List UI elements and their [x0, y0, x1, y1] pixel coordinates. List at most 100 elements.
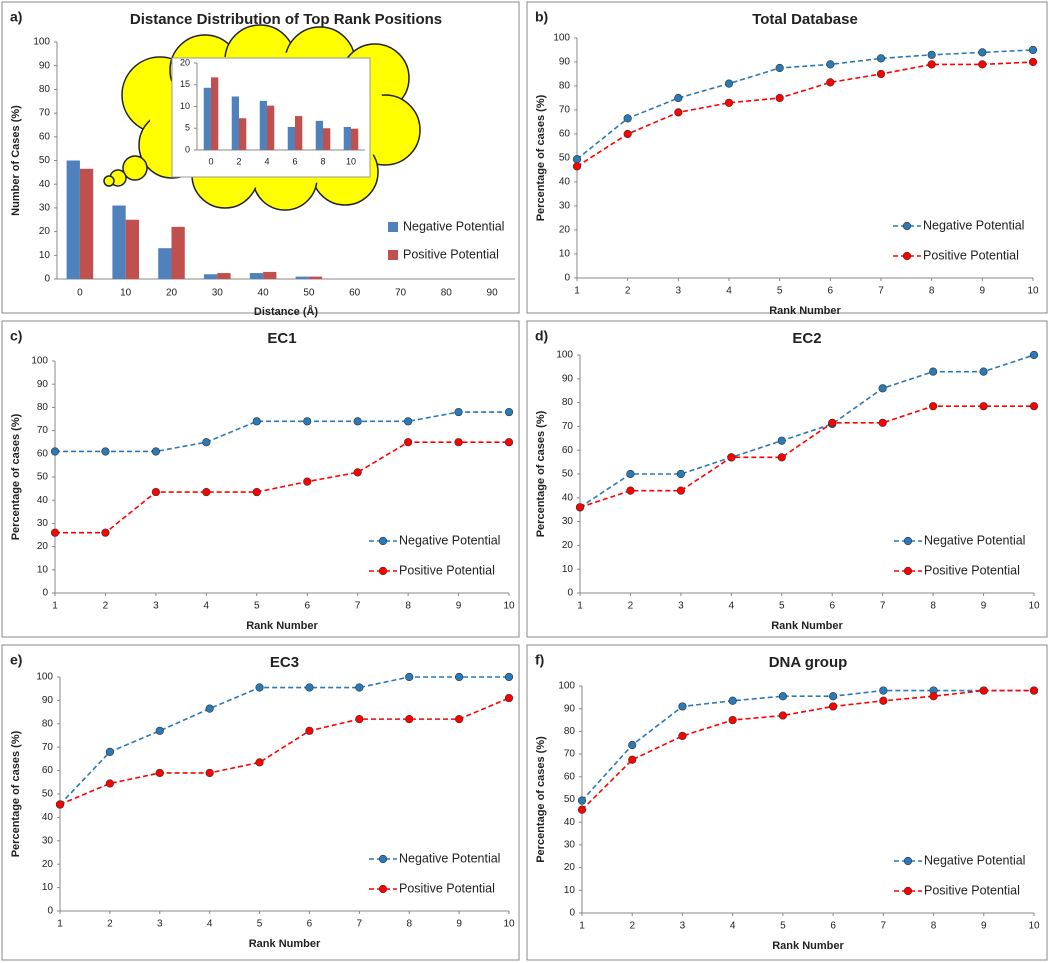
chart-title: DNA group	[769, 654, 848, 671]
x-tick-label: 9	[456, 601, 462, 612]
y-tick-label: 60	[564, 771, 576, 782]
x-tick-label: 4	[729, 601, 735, 612]
x-tick-label: 2	[625, 286, 631, 297]
y-tick-label: 70	[42, 742, 54, 753]
panel-label: e)	[10, 652, 22, 668]
legend-label: Negative Potential	[399, 851, 500, 865]
data-point	[978, 48, 987, 57]
x-tick-label: 9	[981, 601, 987, 612]
data-point	[105, 747, 114, 756]
data-point	[728, 715, 737, 725]
y-tick-label: 90	[564, 703, 576, 714]
x-tick-label: 7	[881, 921, 887, 932]
x-tick-label: 8	[929, 286, 935, 297]
y-tick-label: 100	[33, 37, 50, 48]
x-axis-label: Rank Number	[771, 620, 843, 632]
x-tick-label: 6	[292, 156, 297, 166]
legend-marker	[903, 566, 913, 576]
x-tick-label: 1	[579, 921, 585, 932]
data-point	[303, 417, 312, 426]
y-tick-label: 70	[562, 421, 574, 432]
y-tick-label: 80	[559, 81, 571, 92]
x-tick-label: 8	[405, 601, 411, 612]
y-axis-label: Percentage of cases (%)	[10, 413, 22, 540]
y-tick-label: 80	[39, 84, 51, 95]
x-tick-label: 7	[880, 601, 886, 612]
data-point	[929, 692, 938, 701]
data-point	[575, 503, 585, 512]
x-tick-label: 6	[304, 601, 310, 612]
data-point	[678, 731, 687, 741]
data-point	[101, 528, 110, 537]
y-tick-label: 0	[44, 274, 50, 285]
legend-label: Negative Potential	[924, 853, 1025, 867]
y-tick-label: 90	[39, 60, 51, 71]
data-point	[1029, 686, 1039, 695]
y-tick-label: 10	[562, 564, 574, 575]
x-tick-label: 5	[254, 601, 260, 612]
x-axis-label: Rank Number	[772, 940, 844, 952]
series-line	[59, 697, 510, 806]
panel-label: f)	[535, 652, 544, 668]
x-tick-label: 7	[357, 919, 363, 930]
series-line	[55, 411, 509, 453]
chart-title: EC2	[792, 330, 821, 347]
data-point	[628, 755, 637, 764]
y-tick-label: 20	[562, 540, 574, 551]
bar	[171, 226, 185, 279]
x-tick-label: 2	[103, 601, 109, 612]
data-point	[929, 367, 938, 376]
bar	[249, 273, 264, 279]
legend-label: Negative Potential	[924, 533, 1025, 547]
x-axis-label: Distance (Å)	[254, 305, 319, 318]
data-point	[626, 469, 635, 479]
y-tick-label: 50	[559, 153, 571, 164]
x-axis-label: Rank Number	[249, 938, 321, 950]
y-tick-label: 30	[562, 516, 574, 527]
panel-label: a)	[10, 9, 22, 25]
y-tick-label: 0	[569, 908, 575, 919]
y-tick-label: 60	[559, 129, 571, 140]
data-point	[724, 98, 734, 107]
data-point	[775, 93, 784, 103]
series-line	[579, 354, 1035, 508]
y-tick-label: 70	[39, 108, 51, 119]
data-point	[405, 672, 414, 682]
y-tick-label: 10	[564, 885, 576, 896]
legend-label: Positive Potential	[403, 247, 499, 261]
data-point	[151, 447, 160, 456]
bar	[79, 168, 94, 279]
data-point	[205, 704, 214, 713]
legend-label: Positive Potential	[399, 563, 495, 577]
data-point	[355, 683, 364, 692]
panel-frame	[1, 644, 520, 961]
panel-label: d)	[535, 328, 548, 344]
data-point	[504, 693, 514, 703]
bar	[263, 271, 277, 279]
bar	[158, 248, 172, 279]
data-point	[50, 447, 60, 456]
series-line	[581, 689, 1034, 802]
bar	[287, 126, 295, 150]
data-point	[674, 108, 683, 117]
series-line	[59, 676, 509, 806]
data-point	[979, 367, 988, 376]
x-axis-label: Rank Number	[769, 305, 841, 317]
y-tick-label: 40	[39, 179, 51, 190]
data-point	[55, 800, 65, 809]
y-tick-label: 0	[185, 144, 190, 154]
data-point	[504, 438, 514, 447]
data-point	[1029, 350, 1039, 360]
data-point	[303, 477, 312, 486]
x-tick-label: 8	[931, 921, 937, 932]
x-tick-label: 6	[829, 601, 835, 612]
x-tick-label: 9	[456, 919, 462, 930]
y-tick-label: 20	[559, 225, 571, 236]
data-point	[878, 384, 887, 393]
x-tick-label: 5	[257, 919, 263, 930]
y-tick-label: 60	[39, 131, 51, 142]
data-point	[674, 93, 683, 103]
legend-marker	[903, 886, 913, 896]
data-point	[676, 486, 685, 495]
bar	[295, 276, 309, 279]
